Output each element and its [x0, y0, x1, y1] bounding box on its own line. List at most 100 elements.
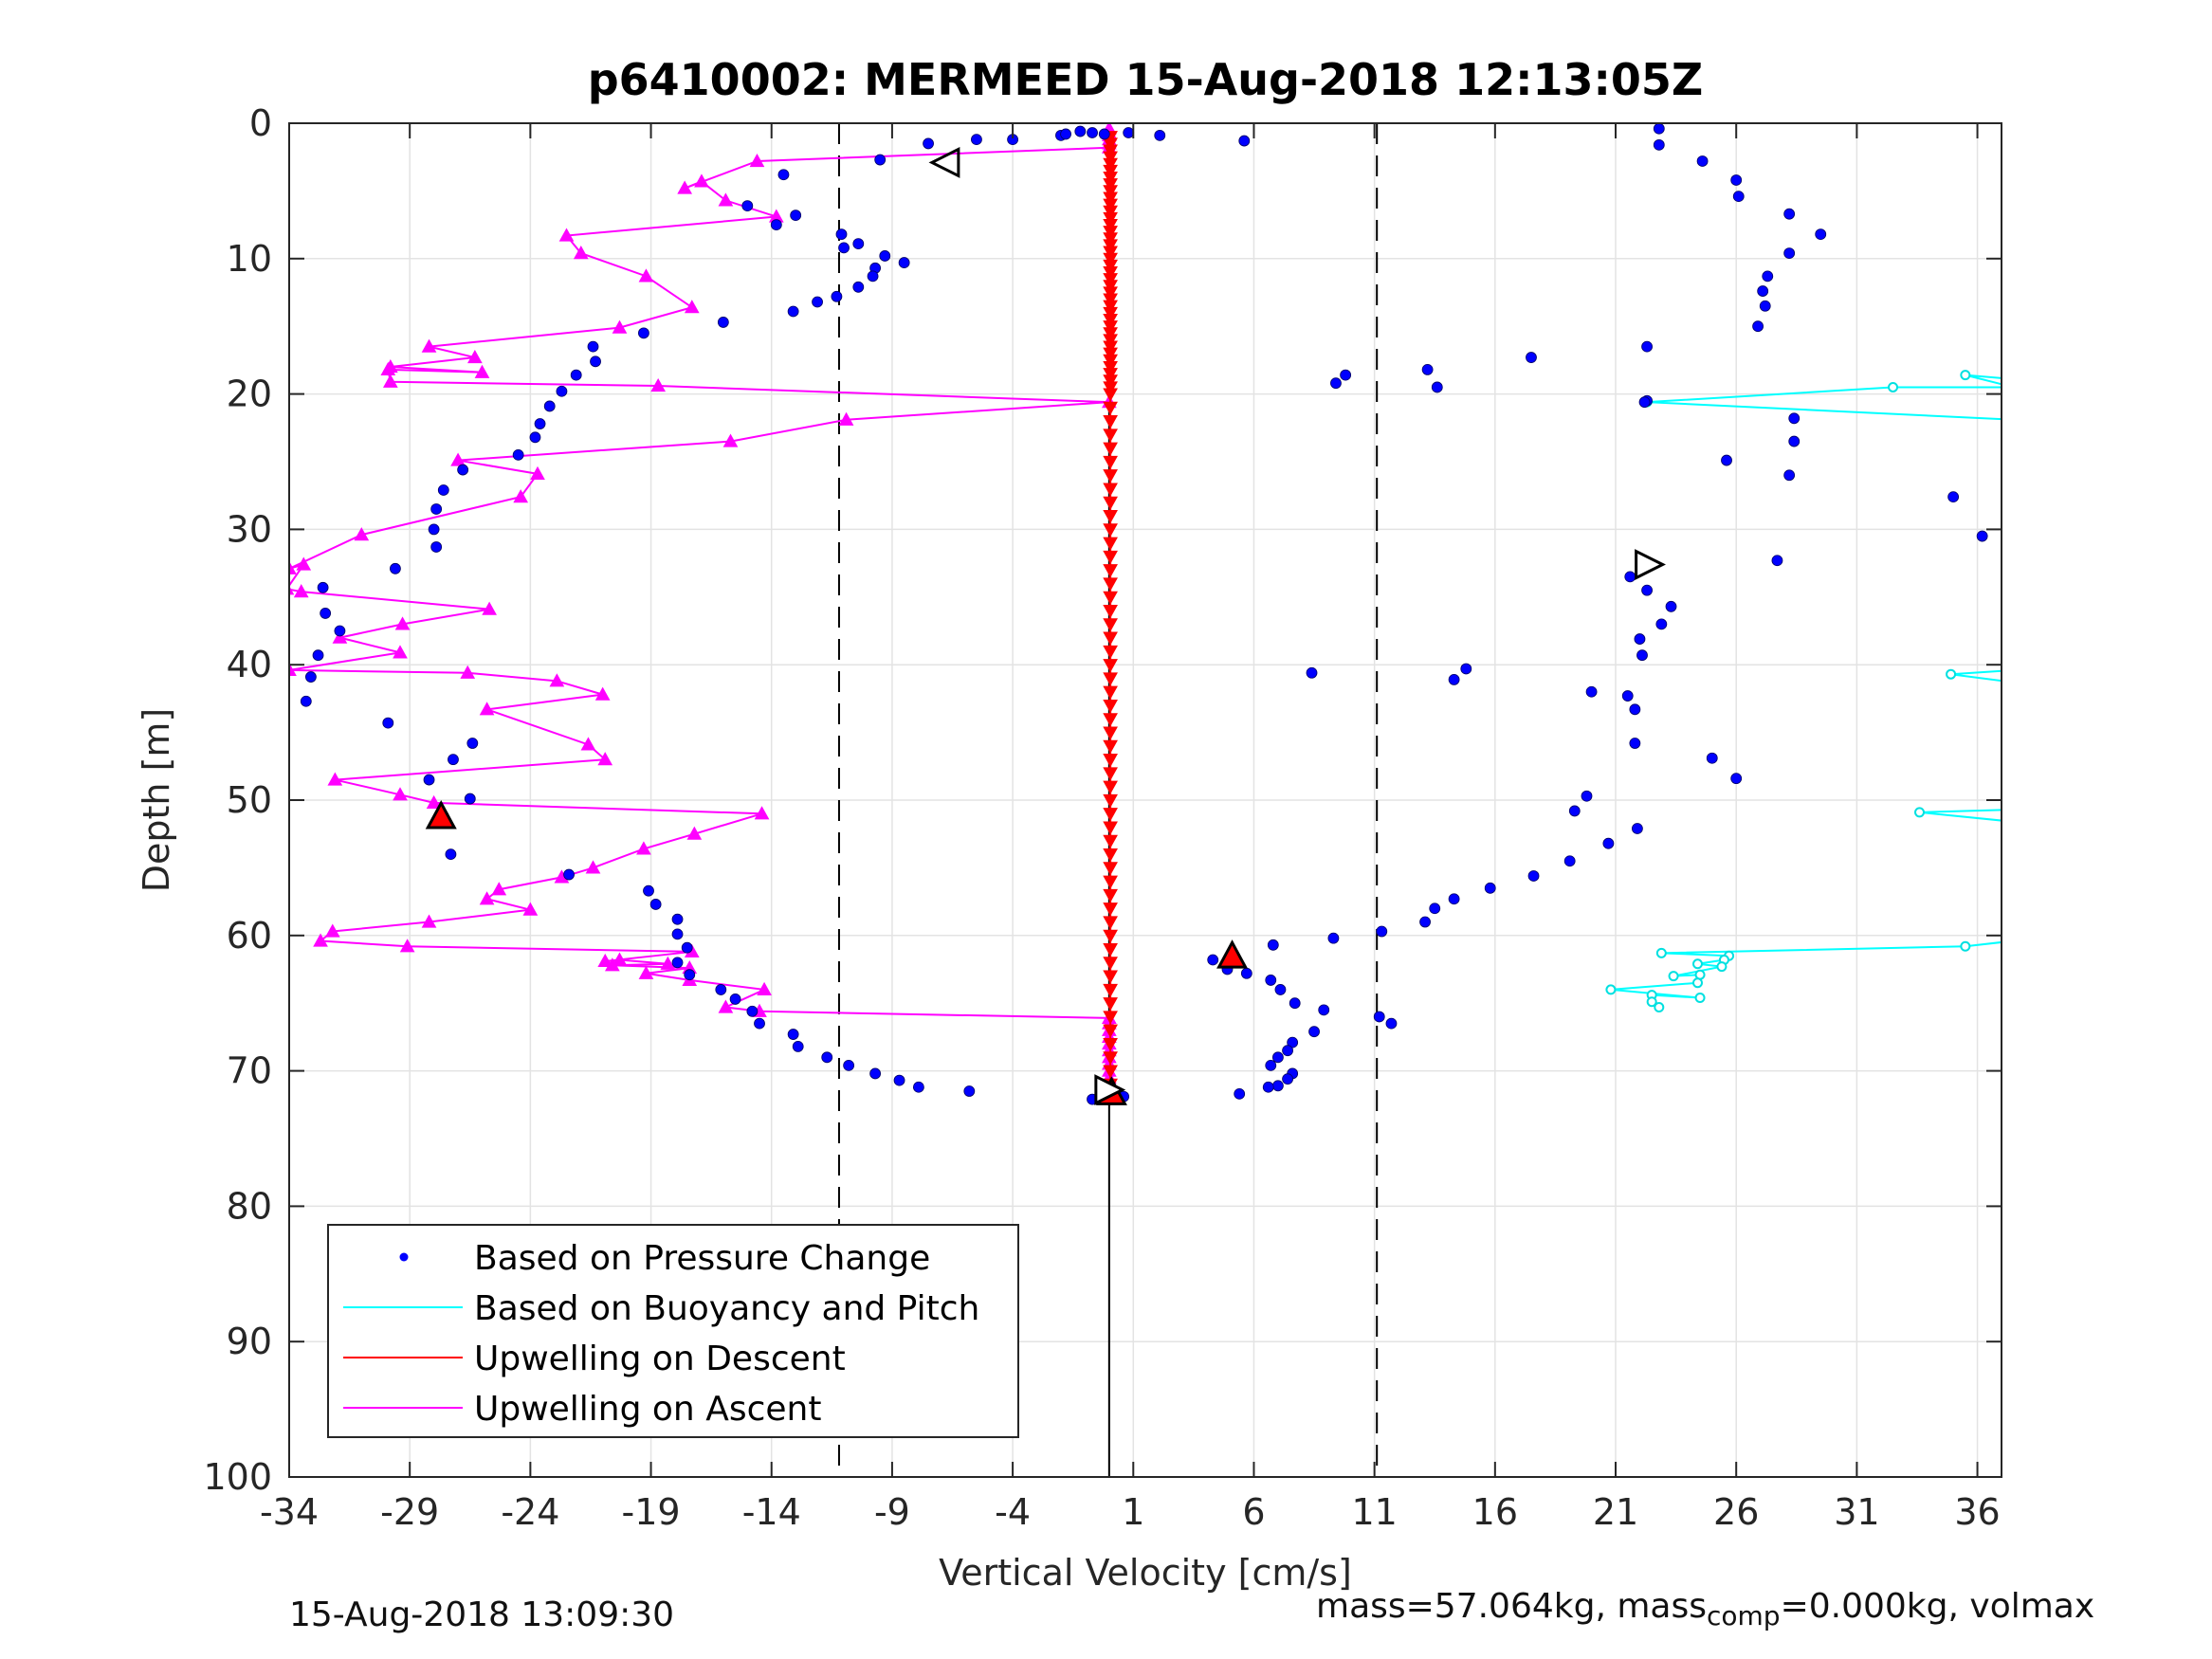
x-tick-label: 1	[1122, 1491, 1144, 1533]
pressure-point	[869, 1067, 882, 1080]
legend-entry-label: Based on Pressure Change	[474, 1239, 930, 1278]
y-tick-label: 90	[227, 1321, 272, 1362]
pressure-point	[790, 210, 802, 222]
upwelling-descent-series	[1103, 131, 1118, 1106]
pressure-point	[777, 169, 790, 181]
y-tick-label: 70	[227, 1050, 272, 1092]
descent-point	[1103, 510, 1118, 524]
pressure-point	[715, 984, 727, 995]
ascent-point	[313, 933, 328, 947]
pressure-point	[430, 503, 443, 515]
ascent-point	[677, 180, 693, 194]
buoyancy-point	[1668, 971, 1679, 982]
descent-point	[1103, 205, 1118, 219]
descent-point	[1103, 388, 1118, 402]
descent-point	[1103, 726, 1118, 740]
open-triangle-marker	[928, 146, 960, 178]
pressure-point	[843, 1059, 855, 1071]
descent-point	[1103, 313, 1118, 328]
descent-point	[1103, 320, 1118, 335]
pressure-point	[1757, 285, 1769, 297]
descent-point	[1103, 793, 1118, 809]
pressure-point	[590, 356, 601, 368]
pressure-point	[835, 228, 848, 240]
y-tick-label: 30	[227, 508, 272, 550]
descent-point	[1103, 672, 1118, 686]
pressure-point	[1272, 1080, 1284, 1092]
x-tick-label: 6	[1242, 1491, 1265, 1533]
pressure-point	[1730, 773, 1743, 785]
pressure-point	[729, 994, 741, 1005]
pressure-point	[1385, 1017, 1398, 1030]
ascent-point	[573, 246, 589, 260]
pressure-point	[1448, 893, 1460, 905]
pressure-point	[1732, 191, 1745, 203]
pressure-point	[1238, 135, 1251, 147]
pressure-point	[893, 1074, 905, 1086]
descent-point	[1103, 983, 1118, 997]
descent-point	[1103, 442, 1118, 456]
pressure-point	[1240, 967, 1252, 979]
pressure-point	[1282, 1073, 1293, 1085]
descent-point	[1103, 185, 1118, 199]
pressure-point	[770, 219, 782, 231]
pressure-point	[423, 774, 435, 786]
ascent-point	[289, 662, 297, 677]
pressure-point	[1730, 174, 1743, 186]
descent-point	[1103, 821, 1118, 835]
descent-point	[1103, 428, 1118, 443]
pressure-point	[1429, 902, 1441, 915]
buoyancy-point	[1646, 996, 1657, 1008]
ascent-point	[394, 616, 411, 630]
descent-point	[1103, 1011, 1118, 1025]
pressure-point	[1306, 666, 1318, 679]
pressure-point	[466, 738, 479, 749]
buoyancy-point	[1960, 370, 1971, 381]
pressure-point	[1234, 1087, 1246, 1100]
pressure-point	[1373, 1011, 1385, 1023]
buoyancy-point	[1691, 958, 1703, 970]
descent-point	[1103, 280, 1118, 294]
descent-point	[1103, 483, 1118, 497]
pressure-point	[867, 270, 879, 283]
legend-entry-label: Based on Buoyancy and Pitch	[474, 1289, 979, 1328]
descent-point	[1103, 997, 1118, 1012]
ascent-point	[479, 702, 495, 716]
ascent-point	[597, 752, 613, 766]
descent-point	[1103, 415, 1118, 429]
upwelling-ascent-series	[289, 123, 1117, 1098]
ascent-point	[289, 560, 297, 574]
ascent-point	[293, 584, 309, 598]
ascent-point	[638, 268, 654, 283]
legend-entry-label: Upwelling on Descent	[474, 1340, 846, 1378]
descent-point	[1103, 1024, 1118, 1038]
highlight-markers	[425, 146, 1666, 1106]
y-tick-label: 20	[227, 374, 272, 415]
ascent-point	[594, 686, 611, 701]
ascent-point	[393, 787, 408, 801]
pressure-point	[445, 848, 457, 861]
y-tick-label: 60	[227, 915, 272, 957]
pressure-point	[1330, 377, 1342, 390]
ascent-point	[558, 228, 575, 242]
buoyancy-line	[1647, 374, 2002, 421]
footer-timestamp: 15-Aug-2018 13:09:30	[289, 1595, 675, 1634]
descent-point	[1103, 1037, 1118, 1052]
ascent-point	[474, 364, 490, 378]
descent-point	[1103, 401, 1118, 415]
pressure-point	[1629, 703, 1641, 716]
descent-point	[1103, 739, 1118, 754]
pressure-point	[320, 608, 332, 619]
descent-point	[1103, 713, 1118, 727]
pressure-point	[671, 928, 684, 940]
descent-point	[1103, 300, 1118, 314]
descent-point	[1103, 469, 1118, 483]
pressure-point	[1759, 300, 1771, 312]
pressure-point	[1634, 633, 1646, 645]
pressure-point	[1448, 674, 1460, 685]
x-tick-label: 16	[1472, 1491, 1518, 1533]
pressure-point	[684, 969, 696, 981]
x-axis-label: Vertical Velocity [cm/s]	[939, 1552, 1352, 1594]
pressure-point	[1327, 932, 1340, 944]
footer-mass-part1: mass=57.064kg, mass	[1316, 1587, 1707, 1626]
